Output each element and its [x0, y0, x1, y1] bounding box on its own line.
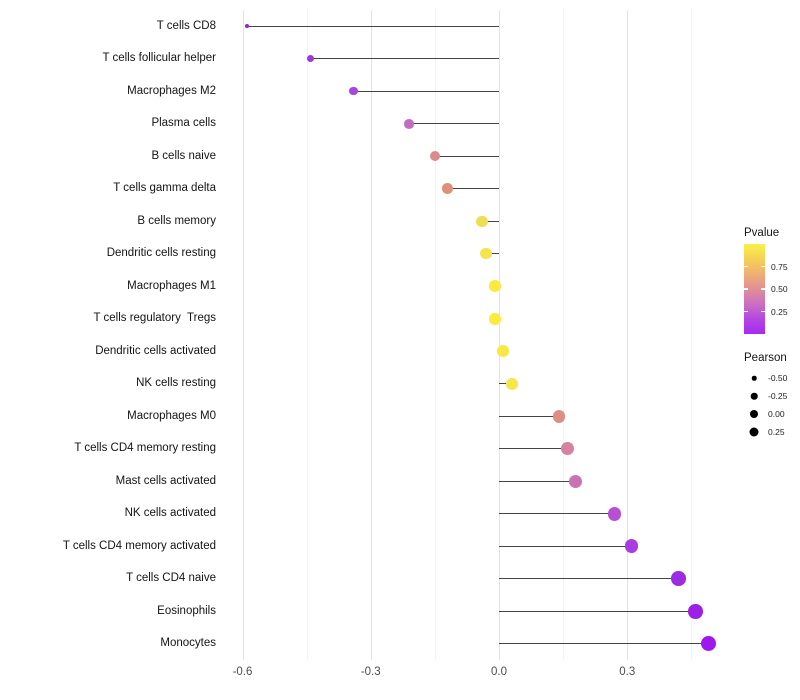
lollipop-stem: [310, 58, 499, 60]
lollipop-stem: [499, 513, 615, 515]
gridline-minor: [563, 10, 565, 660]
category-label: Macrophages M2: [127, 84, 216, 97]
lollipop-stem: [499, 480, 576, 482]
category-label: T cells follicular helper: [102, 52, 216, 65]
category-label: Monocytes: [160, 637, 216, 650]
lollipop-stem: [499, 415, 559, 417]
category-label: T cells CD4 memory resting: [74, 442, 216, 455]
lollipop-stem: [246, 25, 499, 27]
x-tick-label: -0.6: [232, 666, 253, 678]
pvalue-tick-label: 0.50: [771, 284, 788, 294]
category-label: T cells CD4 naive: [126, 572, 216, 585]
x-tick-label: -0.3: [360, 666, 381, 678]
pearson-legend-item: -0.25: [744, 387, 800, 405]
lollipop-dot: [624, 539, 639, 554]
lollipop-stem: [499, 578, 679, 580]
lollipop-stem: [409, 123, 499, 125]
pearson-legend: Pearson -0.50 -0.25 0.00 0.25: [744, 352, 800, 441]
lollipop-stem: [499, 383, 512, 385]
lollipop-dot: [476, 215, 488, 227]
pearson-legend-dot: [749, 427, 759, 437]
category-label: Eosinophils: [157, 604, 216, 617]
pvalue-tick-mark: [761, 310, 765, 313]
lollipop-dot: [569, 474, 583, 488]
lollipop-dot: [488, 280, 501, 293]
lollipop-stem: [499, 643, 709, 645]
lollipop-dot: [488, 312, 501, 325]
lollipop-dot: [480, 248, 492, 260]
lollipop-dot: [688, 603, 704, 619]
pvalue-legend: Pvalue 0.75 0.50 0.25: [744, 227, 800, 334]
lollipop-dot: [671, 571, 686, 586]
pearson-legend-label: -0.25: [768, 391, 788, 401]
lollipop-dot: [429, 151, 441, 162]
pearson-legend-dot: [750, 392, 758, 400]
lollipop-stem: [481, 220, 499, 222]
category-label: Macrophages M0: [127, 409, 216, 422]
category-label: Macrophages M1: [127, 279, 216, 292]
pvalue-legend-title: Pvalue: [744, 227, 780, 239]
pvalue-gradient: 0.75 0.50 0.25: [744, 244, 788, 334]
category-label: B cells naive: [151, 149, 216, 162]
lollipop-stem: [447, 188, 499, 190]
legend: Pvalue 0.75 0.50 0.25 Pearson -0.50 -0.25 0.…: [744, 227, 800, 441]
lollipop-stem: [499, 545, 632, 547]
lollipop-dot: [607, 506, 622, 521]
category-label: Dendritic cells activated: [95, 344, 216, 357]
pvalue-tick-mark: [761, 265, 765, 268]
lollipop-dot: [307, 55, 315, 63]
category-label: T cells CD4 memory activated: [62, 539, 216, 552]
category-label: Dendritic cells resting: [106, 247, 216, 260]
pearson-legend-label: -0.50: [768, 373, 788, 383]
lollipop-stem: [434, 155, 499, 157]
gridline-major: [370, 10, 372, 660]
gridline-minor: [306, 10, 308, 660]
pearson-legend-label: 0.00: [768, 409, 785, 419]
pearson-legend-item: -0.50: [744, 369, 800, 387]
lollipop-dot: [505, 377, 518, 390]
category-label: NK cells activated: [124, 507, 216, 520]
pvalue-gradient-bar: [744, 244, 765, 334]
lollipop-dot: [442, 183, 454, 195]
pearson-legend-dot: [751, 375, 757, 381]
lollipop-stem: [353, 90, 499, 92]
lollipop-stem: [499, 448, 568, 450]
pearson-legend-item: 0.00: [744, 405, 800, 423]
x-tick-label: 0.0: [491, 666, 507, 678]
category-label: Mast cells activated: [115, 474, 216, 487]
lollipop-dot: [552, 409, 566, 423]
gridline-minor: [691, 10, 693, 660]
lollipop-dot: [404, 118, 415, 129]
gridline-major: [627, 10, 629, 660]
gridline-minor: [434, 10, 436, 660]
category-label: T cells regulatory Tregs: [93, 312, 216, 325]
category-label: Plasma cells: [151, 117, 216, 130]
lollipop-dot: [497, 345, 510, 358]
pvalue-tick-mark: [744, 310, 748, 313]
lollipop-dot: [701, 636, 716, 652]
plot-panel: [219, 10, 732, 660]
gridline-major: [499, 10, 500, 660]
category-label: T cells gamma delta: [113, 182, 216, 195]
x-tick-label: 0.3: [619, 666, 636, 678]
pvalue-tick-label: 0.75: [771, 261, 788, 272]
lollipop-stem: [486, 253, 499, 255]
category-label: B cells memory: [137, 214, 216, 227]
pearson-legend-label: 0.25: [768, 427, 785, 437]
pearson-legend-title: Pearson: [744, 352, 787, 364]
pearson-legend-item: 0.25: [744, 423, 800, 441]
pvalue-tick-mark: [761, 288, 765, 290]
gridline-major: [242, 10, 244, 660]
lollipop-dot: [349, 87, 358, 96]
pearson-legend-dot: [750, 410, 758, 418]
category-label: T cells CD8: [156, 19, 216, 32]
lollipop-dot: [560, 442, 574, 456]
category-label: NK cells resting: [136, 377, 216, 390]
lollipop-dot: [244, 24, 249, 29]
pvalue-tick-label: 0.25: [771, 306, 788, 317]
pvalue-tick-mark: [744, 288, 748, 290]
lollipop-stem: [499, 610, 696, 612]
pvalue-tick-mark: [744, 265, 748, 268]
